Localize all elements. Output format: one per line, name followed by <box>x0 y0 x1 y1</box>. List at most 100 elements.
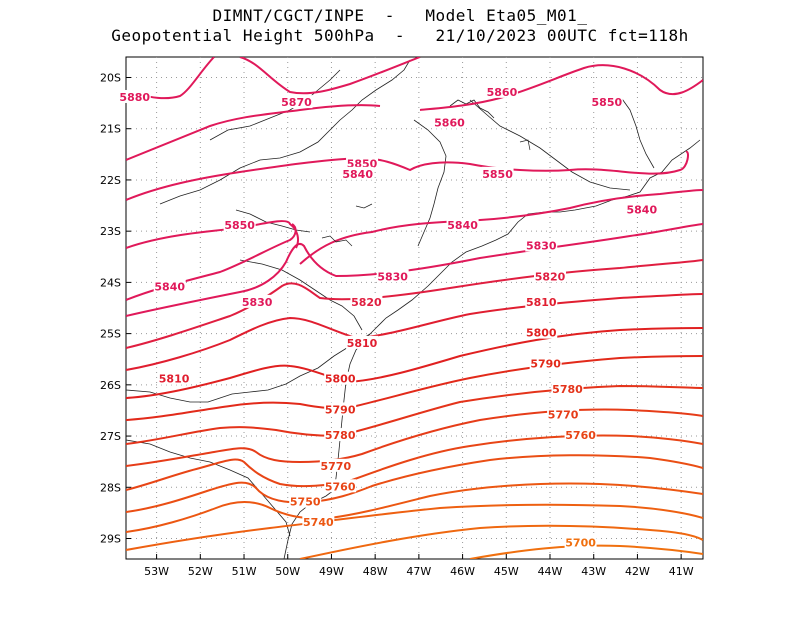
contour-label-background <box>153 279 186 293</box>
contour-label-5740: 5740 <box>303 516 334 529</box>
contour-label-5770: 5770 <box>321 460 352 473</box>
contour-label-5840: 5840 <box>626 204 657 217</box>
contour-label-background <box>481 166 514 180</box>
contour-label-background <box>525 325 558 339</box>
contour-label-background <box>564 535 597 549</box>
contour-label-background <box>324 428 357 442</box>
lon-tick-label: 53W <box>144 565 169 578</box>
contour-label-5840: 5840 <box>154 281 185 294</box>
contour-label-5800: 5800 <box>325 373 356 386</box>
contour-label-background <box>564 428 597 442</box>
lat-tick-label: 26S <box>100 379 121 392</box>
lat-tick-label: 24S <box>100 276 121 289</box>
contour-label-background <box>376 269 409 283</box>
contour-label-5860: 5860 <box>487 86 518 99</box>
contour-label-5820: 5820 <box>535 270 566 283</box>
lon-tick-label: 43W <box>581 565 606 578</box>
contour-label-background <box>433 115 466 129</box>
contour-label-5830: 5830 <box>242 296 273 309</box>
lat-tick-label: 22S <box>100 174 121 187</box>
contour-label-5760: 5760 <box>565 429 596 442</box>
map-frame <box>125 56 704 560</box>
contour-label-5840: 5840 <box>447 219 478 232</box>
lon-tick-label: 41W <box>669 565 694 578</box>
contour-label-background <box>590 95 623 109</box>
lon-tick-label: 49W <box>319 565 344 578</box>
lat-tick-label: 21S <box>100 123 121 136</box>
contour-label-background <box>241 294 274 308</box>
contour-label-background <box>525 294 558 308</box>
contour-5720 <box>299 524 703 559</box>
lon-tick-label: 51W <box>232 565 257 578</box>
lon-tick-label: 50W <box>275 565 300 578</box>
contour-label-5880: 5880 <box>119 91 150 104</box>
contour-label-5780: 5780 <box>552 383 583 396</box>
contour-5830 <box>126 223 703 317</box>
contour-5790 <box>126 355 703 421</box>
map-detail <box>321 139 531 247</box>
contour-label-background <box>446 218 479 232</box>
contour-5850 <box>126 150 689 201</box>
lat-tick-label: 25S <box>100 328 121 341</box>
contour-label-background <box>324 479 357 493</box>
contour-label-background <box>302 515 335 529</box>
contour-label-5790: 5790 <box>325 403 356 416</box>
contour-label-background <box>341 166 374 180</box>
contour-label-5820: 5820 <box>351 296 382 309</box>
lon-tick-label: 42W <box>625 565 650 578</box>
contour-5710 <box>469 544 703 559</box>
contour-label-5800: 5800 <box>526 327 557 340</box>
contour-label-background <box>534 269 567 283</box>
contour-label-5830: 5830 <box>377 270 408 283</box>
contour-label-background <box>551 381 584 395</box>
contour-5750 <box>126 454 703 513</box>
contour-label-background <box>529 356 562 370</box>
contour-label-5810: 5810 <box>159 373 190 386</box>
contour-label-5770: 5770 <box>548 409 579 422</box>
contour-5740 <box>126 482 703 533</box>
contour-label-background <box>280 95 313 109</box>
lon-tick-label: 48W <box>363 565 388 578</box>
contour-label-background <box>346 156 379 170</box>
lat-tick-label: 20S <box>100 71 121 84</box>
contour-label-5810: 5810 <box>526 296 557 309</box>
lat-tick-label: 28S <box>100 481 121 494</box>
contour-label-5870: 5870 <box>281 96 312 109</box>
contour-label-5810: 5810 <box>347 337 378 350</box>
contour-5870 <box>239 57 421 95</box>
contour-label-5790: 5790 <box>530 357 561 370</box>
contour-label-5850: 5850 <box>592 96 623 109</box>
contour-label-5700: 5700 <box>565 537 596 550</box>
contour-5780 <box>126 384 703 445</box>
contour-label-background <box>319 458 352 472</box>
contour-label-background <box>324 402 357 416</box>
contour-label-background <box>118 89 151 103</box>
contour-label-background <box>485 84 518 98</box>
lon-tick-label: 47W <box>406 565 431 578</box>
lat-tick-label: 23S <box>100 225 121 238</box>
lon-tick-label: 46W <box>450 565 475 578</box>
map-title-line-1: DIMNT/CGCT/INPE - Model Eta05_M01_ <box>212 6 588 25</box>
map-title-line-2: Geopotential Height 500hPa - 21/10/2023 … <box>111 26 689 45</box>
contour-5840-w <box>126 220 299 249</box>
contour-label-5750: 5750 <box>290 496 321 509</box>
contour-5770 <box>126 408 703 467</box>
contour-label-5850: 5850 <box>224 219 255 232</box>
contour-label-background <box>547 407 580 421</box>
contour-label-5780: 5780 <box>325 429 356 442</box>
contour-label-background <box>350 294 383 308</box>
contour-5840 <box>299 189 703 265</box>
contour-5730 <box>126 503 703 551</box>
contour-5860-n <box>419 64 703 111</box>
contour-5800 <box>126 327 703 399</box>
lon-tick-label: 52W <box>188 565 213 578</box>
contour-label-5830: 5830 <box>526 240 557 253</box>
contour-label-background <box>525 238 558 252</box>
contour-label-background <box>223 218 256 232</box>
contour-5860-nw <box>126 104 381 161</box>
contour-label-background <box>289 494 322 508</box>
contour-label-background <box>158 371 191 385</box>
lat-tick-label: 29S <box>100 533 121 546</box>
lon-tick-label: 45W <box>494 565 519 578</box>
